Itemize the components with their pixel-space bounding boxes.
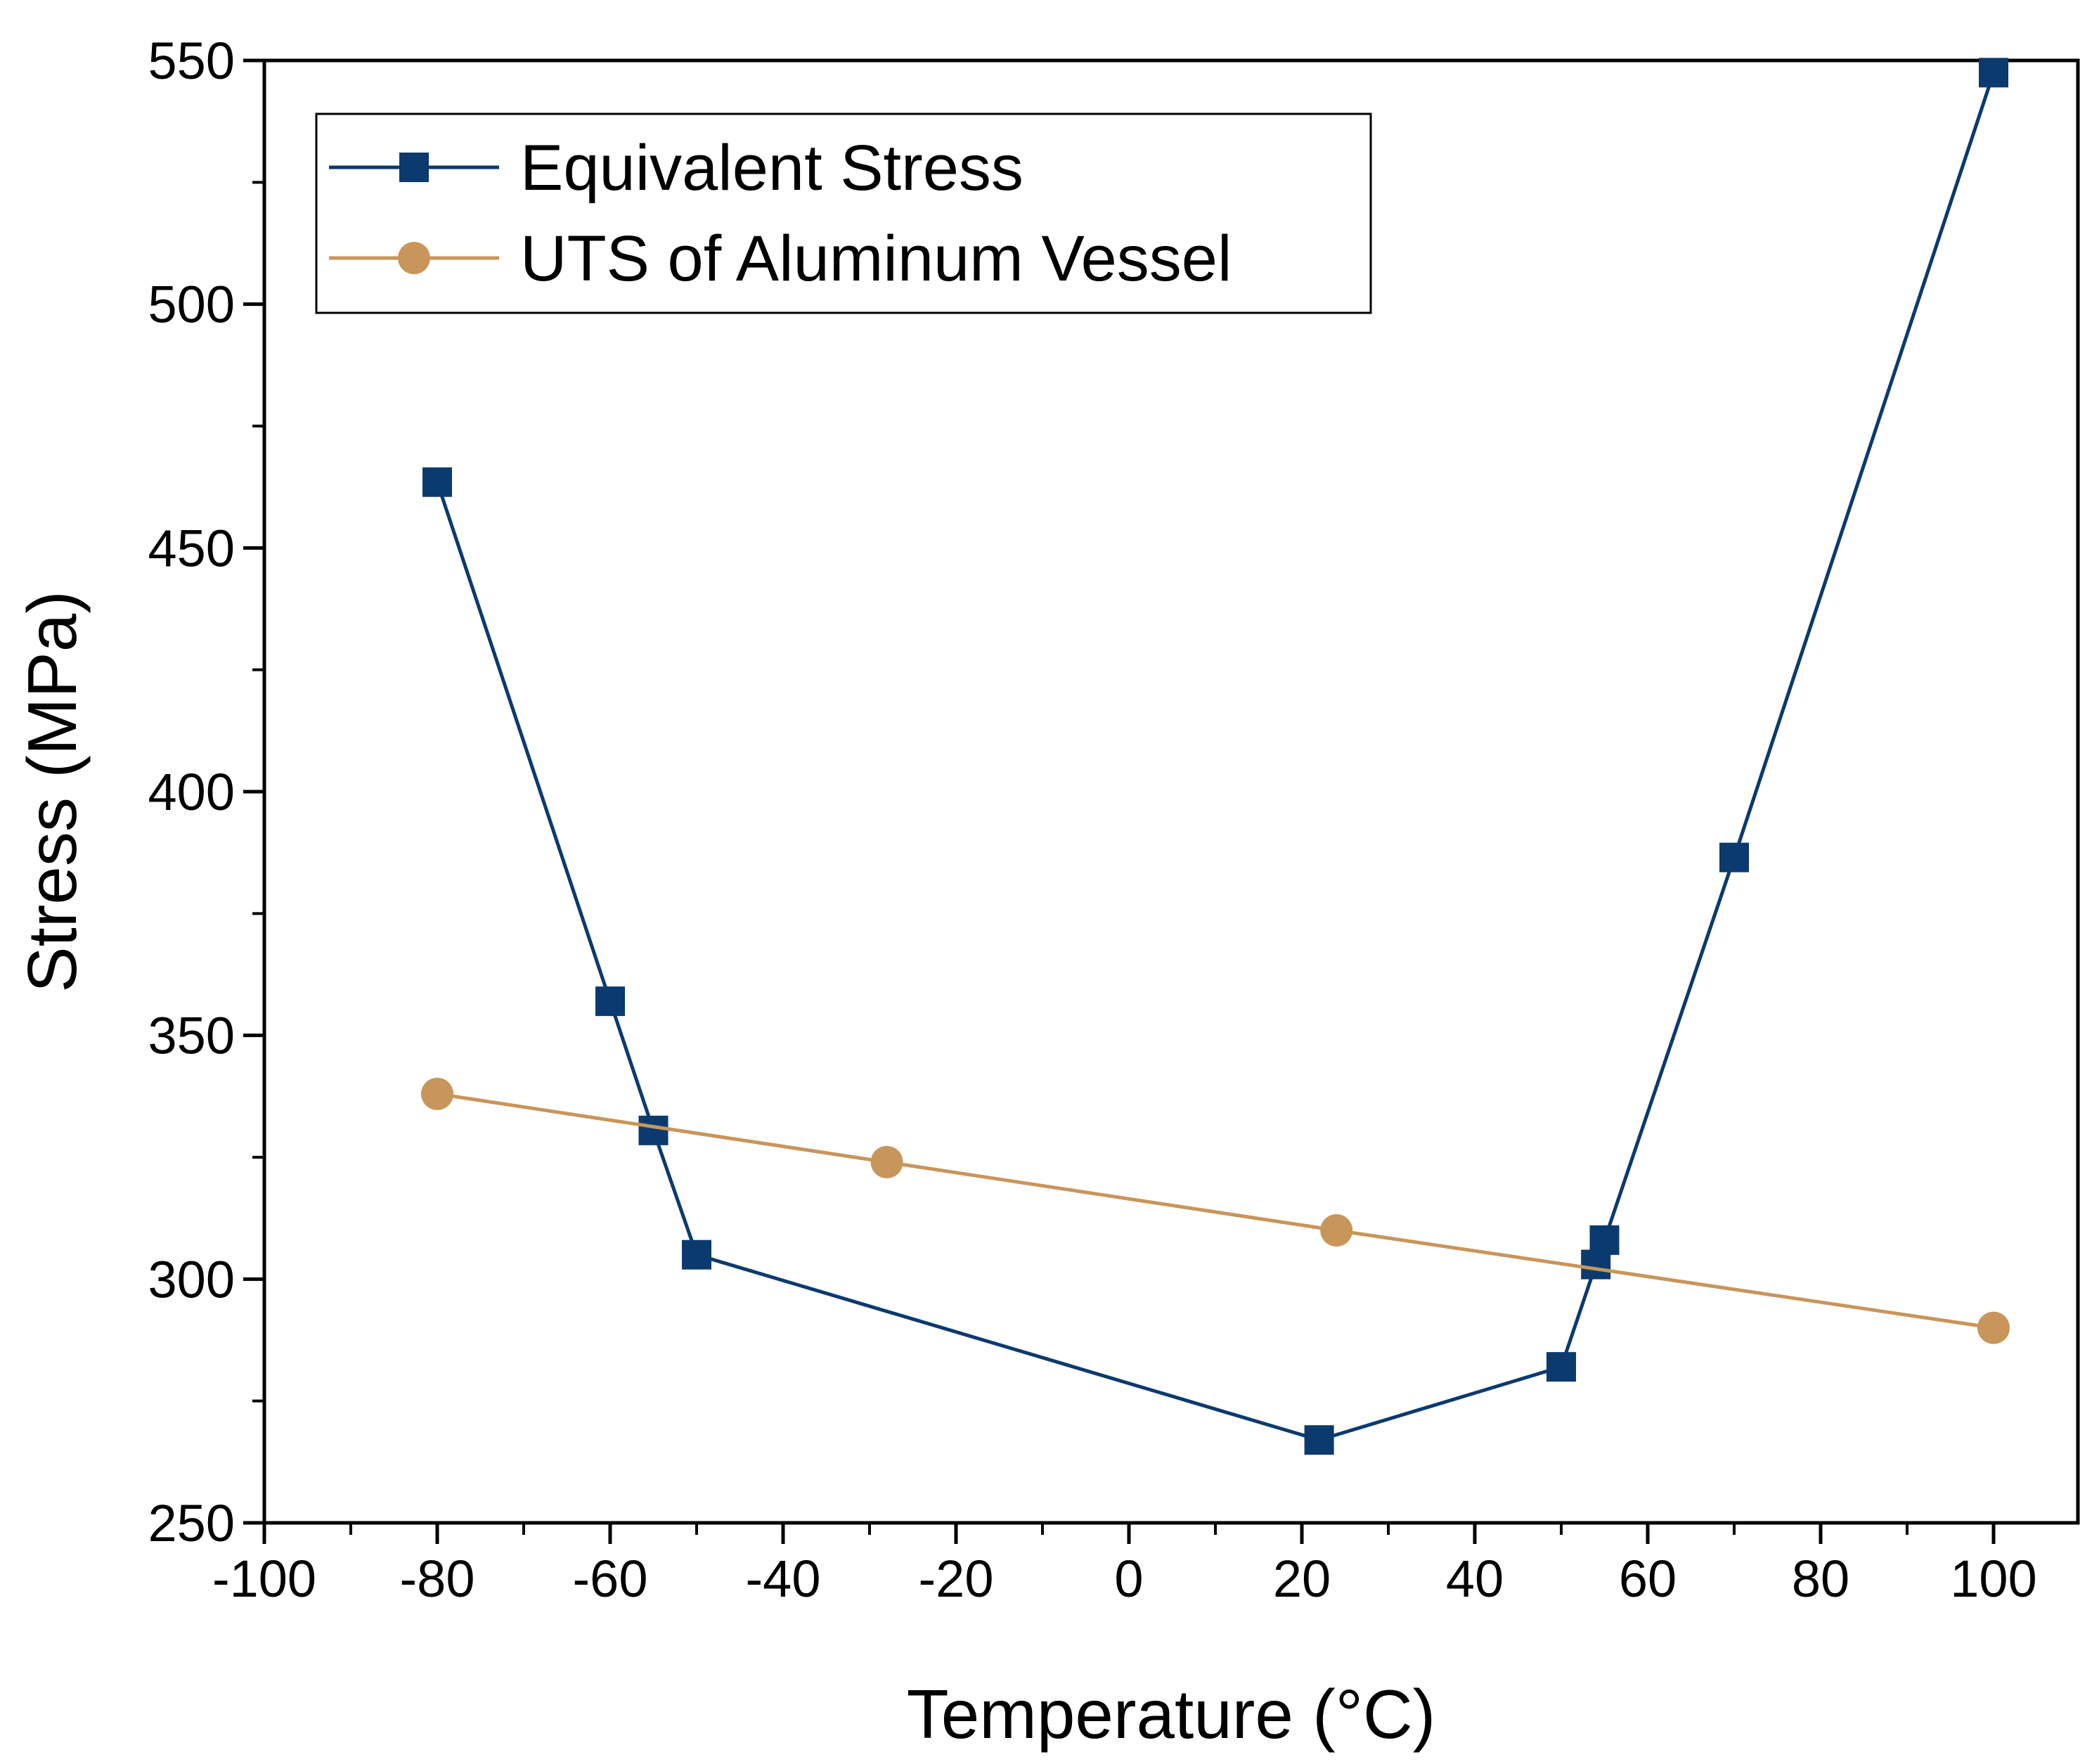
y-tick-label: 550 [148,32,235,90]
x-axis-title: Temperature (°C) [907,1675,1436,1753]
x-tick-label: 20 [1273,1550,1331,1608]
y-tick-label: 500 [148,276,235,334]
data-point-circle [1320,1214,1353,1247]
data-point-circle [421,1077,453,1110]
x-tick-label: 0 [1114,1550,1143,1608]
y-tick-label: 250 [148,1494,235,1552]
x-tick-label: -60 [573,1550,648,1608]
legend-marker-equivalent-stress [399,153,429,182]
data-point-square [638,1115,669,1145]
x-tick-label: -80 [400,1550,475,1608]
data-point-square [682,1240,711,1270]
data-point-square [1979,58,2008,88]
y-tick-label: 450 [148,519,235,577]
legend-label-equivalent-stress: Equivalent Stress [520,132,1023,204]
x-tick-label: 60 [1619,1550,1677,1608]
data-point-square [1304,1425,1334,1455]
y-tick-label: 300 [148,1250,235,1308]
x-tick-label: -20 [919,1550,994,1608]
data-point-square [1546,1352,1576,1382]
series-line-1 [437,1092,1994,1330]
x-axis: -100 -80 -60 -40 -20 0 20 40 60 80 100 [212,1523,2037,1608]
data-point-square [422,467,452,497]
y-tick-label: 350 [148,1007,235,1065]
data-point-circle [870,1145,903,1178]
data-point-square [1719,842,1749,873]
legend-label-uts-aluminum-vessel: UTS of Aluminum Vessel [520,223,1232,295]
data-point-square [1589,1225,1620,1255]
legend-box [315,112,1372,314]
y-axis-title: Stress (MPa) [13,591,91,993]
legend-marker-uts-aluminum-vessel [398,242,430,274]
y-axis: 250 300 350 400 450 500 550 [148,32,264,1552]
data-point-circle [1977,1311,2010,1344]
series-layer [421,58,2010,1455]
x-tick-label: 40 [1446,1550,1504,1608]
x-tick-label: 100 [1950,1550,2036,1608]
data-point-square [595,986,625,1017]
x-tick-label: -40 [746,1550,821,1608]
legend: Equivalent Stress UTS of Aluminum Vessel [315,112,1372,314]
x-tick-label: -100 [212,1550,316,1608]
y-tick-label: 400 [148,763,235,821]
series-line-0 [435,72,1996,1442]
x-tick-label: 80 [1792,1550,1849,1608]
